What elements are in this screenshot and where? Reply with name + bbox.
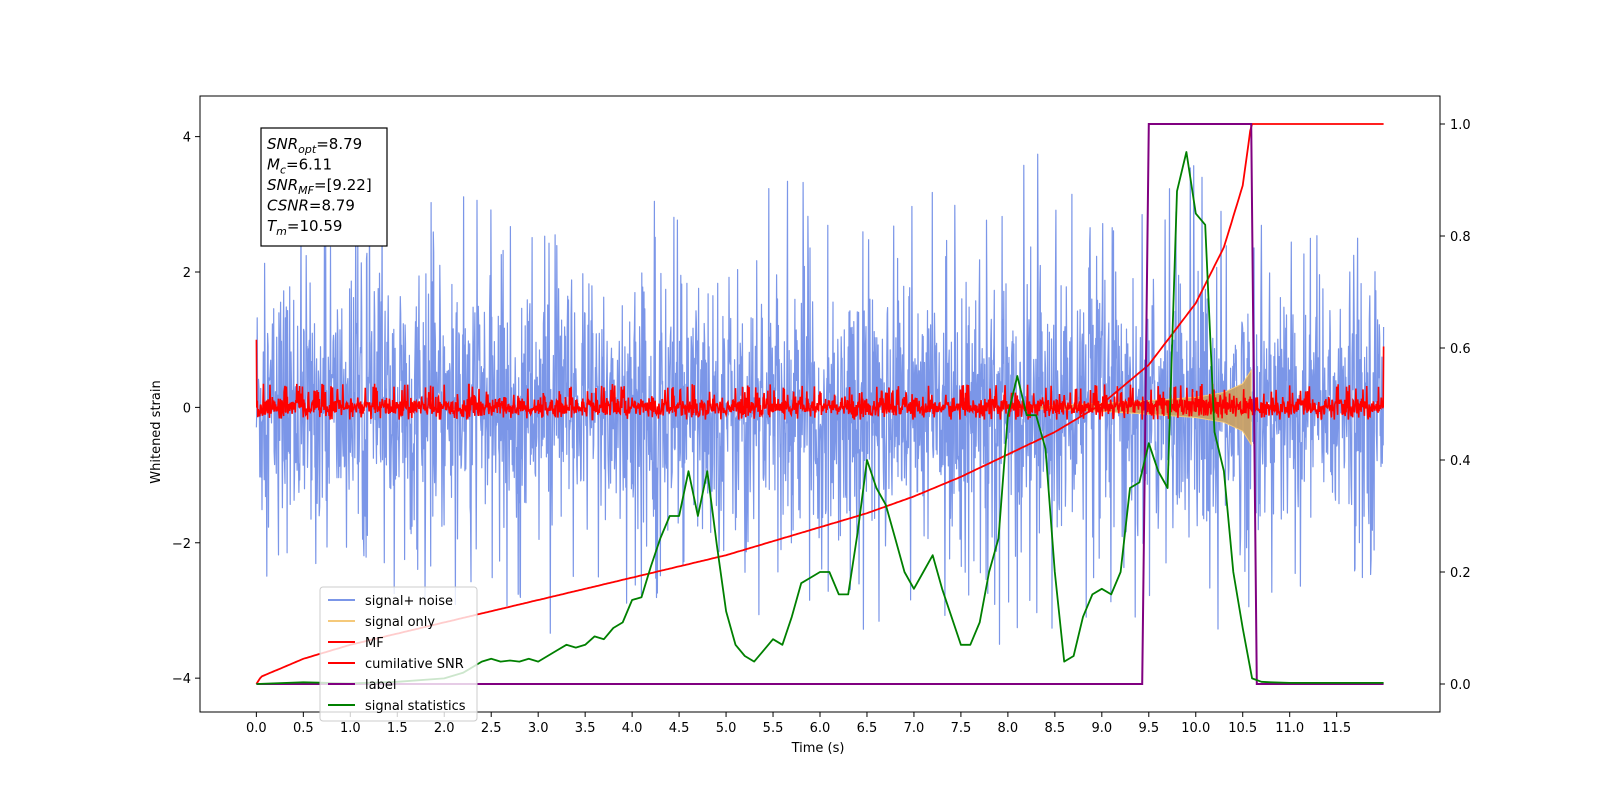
x-tick-label: 1.5 [387, 721, 408, 736]
x-tick-label: 7.5 [951, 721, 972, 736]
annotation-symbol: SNR [267, 135, 298, 153]
x-tick-label: 9.5 [1138, 721, 1159, 736]
annotation-value: =[9.22] [314, 176, 372, 194]
y-axis-right: 1.0 0.8 0.6 0.4 0.2 0.0 [1440, 118, 1471, 693]
x-tick-label: 5.5 [763, 721, 784, 736]
x-tick-label: 8.0 [998, 721, 1019, 736]
y-right-tick-label: 1.0 [1450, 118, 1471, 133]
y-left-tick-label: 2 [183, 266, 191, 281]
x-axis-title: Time (s) [791, 741, 845, 756]
y-left-tick-label: −4 [172, 672, 191, 687]
annotation-subscript: MF [298, 184, 314, 197]
x-tick-label: 10.5 [1228, 721, 1257, 736]
x-tick-label: 4.5 [669, 721, 690, 736]
annotation-snr-opt: SNRopt=8.79 [267, 135, 362, 156]
annotation-subscript: m [276, 225, 287, 238]
y-right-tick-label: 0.2 [1450, 566, 1471, 581]
series-line-mf [255, 339, 1385, 421]
x-tick-label: 2.0 [434, 721, 455, 736]
annotation-symbol: M [267, 156, 280, 174]
annotation-value: =10.59 [287, 217, 343, 235]
x-axis: 0.0 0.5 1.0 1.5 2.0 2.5 3.0 3.5 4.0 4.5 5.0 5.5 6.0 6… [246, 712, 1351, 736]
legend-label: label [365, 678, 396, 693]
annotation-value: =8.79 [309, 197, 355, 215]
annotation-frame [260, 127, 388, 247]
legend-label: cumilative SNR [365, 657, 464, 672]
x-tick-label: 0.5 [293, 721, 314, 736]
y-right-tick-label: 0.6 [1450, 342, 1471, 357]
y-right-tick-label: 0.8 [1450, 230, 1471, 245]
annotation-symbol: SNR [267, 176, 298, 194]
y-left-tick-label: −2 [172, 537, 191, 552]
y-left-tick-label: 4 [183, 131, 191, 146]
x-tick-label: 1.0 [340, 721, 361, 736]
x-tick-label: 11.5 [1322, 721, 1351, 736]
x-tick-label: 2.5 [481, 721, 502, 736]
x-tick-label: 0.0 [246, 721, 267, 736]
x-tick-label: 6.5 [857, 721, 878, 736]
x-tick-label: 5.0 [716, 721, 737, 736]
annotation-csnr: CSNR=8.79 [267, 197, 355, 215]
legend-label: MF [365, 636, 384, 651]
x-tick-label: 10.0 [1181, 721, 1210, 736]
legend-frame [319, 586, 478, 722]
y-left-tick-label: 0 [183, 401, 191, 416]
annotation-value: =6.11 [286, 156, 332, 174]
legend: signal+ noise signal only MF cumilative SNR… [319, 586, 478, 722]
x-tick-label: 3.5 [575, 721, 596, 736]
annotation-tm: Tm=10.59 [267, 217, 342, 238]
annotation-mc: Mc=6.11 [267, 156, 332, 177]
y-axis-left: 4 2 0 −2 −4 [172, 131, 200, 687]
series-line-signal-noise [255, 153, 1385, 645]
annotation-symbol: CSNR [267, 197, 309, 215]
x-tick-label: 3.0 [528, 721, 549, 736]
annotation-value: =8.79 [316, 135, 362, 153]
annotation-subscript: opt [298, 143, 317, 156]
annotation-snr-mf: SNRMF=[9.22] [267, 176, 372, 197]
y-right-tick-label: 0.0 [1450, 678, 1471, 693]
series-line-signal-statistics [256, 151, 1384, 685]
x-tick-label: 9.0 [1091, 721, 1112, 736]
annotation-box: SNRopt=8.79Mc=6.11SNRMF=[9.22]CSNR=8.79T… [260, 127, 388, 247]
series-line-label [256, 123, 1384, 685]
y-right-tick-label: 0.4 [1450, 454, 1471, 469]
annotation-subscript: c [280, 164, 286, 177]
x-tick-label: 4.0 [622, 721, 643, 736]
legend-label: signal only [365, 615, 435, 630]
x-tick-label: 11.0 [1275, 721, 1304, 736]
x-tick-label: 7.0 [904, 721, 925, 736]
legend-label: signal+ noise [365, 594, 453, 609]
x-tick-label: 6.0 [810, 721, 831, 736]
y-axis-title: Whitened strain [149, 380, 164, 483]
annotation-symbol: T [267, 217, 278, 235]
legend-label: signal statistics [365, 699, 466, 714]
x-tick-label: 8.5 [1045, 721, 1066, 736]
